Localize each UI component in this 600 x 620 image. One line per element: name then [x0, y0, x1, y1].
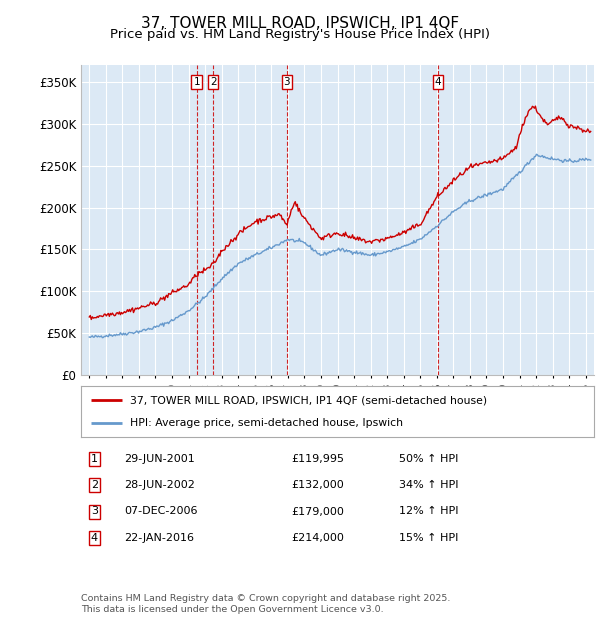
Text: 3: 3	[283, 77, 290, 87]
Text: £214,000: £214,000	[291, 533, 344, 543]
Text: 07-DEC-2006: 07-DEC-2006	[124, 507, 198, 516]
Text: 3: 3	[91, 507, 98, 516]
Text: HPI: Average price, semi-detached house, Ipswich: HPI: Average price, semi-detached house,…	[130, 418, 403, 428]
Text: 1: 1	[193, 77, 200, 87]
Text: Contains HM Land Registry data © Crown copyright and database right 2025.
This d: Contains HM Land Registry data © Crown c…	[81, 595, 451, 614]
Text: 37, TOWER MILL ROAD, IPSWICH, IP1 4QF: 37, TOWER MILL ROAD, IPSWICH, IP1 4QF	[141, 16, 459, 30]
Text: 15% ↑ HPI: 15% ↑ HPI	[399, 533, 458, 543]
Text: 37, TOWER MILL ROAD, IPSWICH, IP1 4QF (semi-detached house): 37, TOWER MILL ROAD, IPSWICH, IP1 4QF (s…	[130, 396, 487, 405]
Text: 12% ↑ HPI: 12% ↑ HPI	[399, 507, 458, 516]
Text: 2: 2	[210, 77, 217, 87]
Text: 50% ↑ HPI: 50% ↑ HPI	[399, 454, 458, 464]
Text: 22-JAN-2016: 22-JAN-2016	[124, 533, 194, 543]
Text: £179,000: £179,000	[291, 507, 344, 516]
Text: Price paid vs. HM Land Registry's House Price Index (HPI): Price paid vs. HM Land Registry's House …	[110, 28, 490, 41]
Text: 4: 4	[434, 77, 441, 87]
Text: 2: 2	[91, 480, 98, 490]
Text: 29-JUN-2001: 29-JUN-2001	[124, 454, 195, 464]
Text: £132,000: £132,000	[291, 480, 344, 490]
Text: 4: 4	[91, 533, 98, 543]
Text: £119,995: £119,995	[291, 454, 344, 464]
Text: 34% ↑ HPI: 34% ↑ HPI	[399, 480, 458, 490]
Text: 1: 1	[91, 454, 98, 464]
Text: 28-JUN-2002: 28-JUN-2002	[124, 480, 195, 490]
